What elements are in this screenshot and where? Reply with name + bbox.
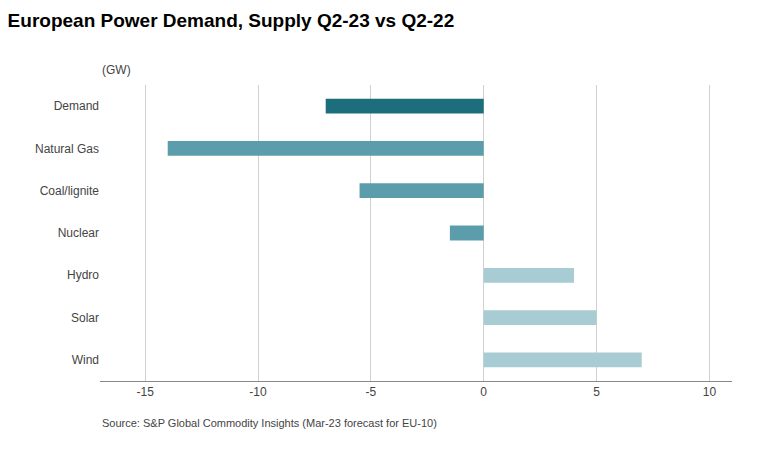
svg-text:0: 0 bbox=[480, 385, 487, 399]
svg-text:Source: S&P Global Commodity I: Source: S&P Global Commodity Insights (M… bbox=[102, 417, 437, 429]
svg-text:Natural Gas: Natural Gas bbox=[35, 142, 99, 156]
svg-text:Demand: Demand bbox=[54, 99, 99, 113]
svg-text:5: 5 bbox=[593, 385, 600, 399]
svg-text:Solar: Solar bbox=[71, 311, 99, 325]
svg-text:-10: -10 bbox=[249, 385, 267, 399]
svg-text:Wind: Wind bbox=[72, 353, 99, 367]
svg-text:Nuclear: Nuclear bbox=[58, 226, 99, 240]
svg-text:European Power Demand, Supply: European Power Demand, Supply Q2-23 vs Q… bbox=[8, 10, 455, 31]
svg-text:(GW): (GW) bbox=[102, 63, 131, 77]
svg-text:-5: -5 bbox=[366, 385, 377, 399]
svg-text:-15: -15 bbox=[136, 385, 154, 399]
svg-text:Coal/lignite: Coal/lignite bbox=[40, 184, 100, 198]
svg-text:10: 10 bbox=[703, 385, 717, 399]
svg-text:Hydro: Hydro bbox=[67, 268, 99, 282]
